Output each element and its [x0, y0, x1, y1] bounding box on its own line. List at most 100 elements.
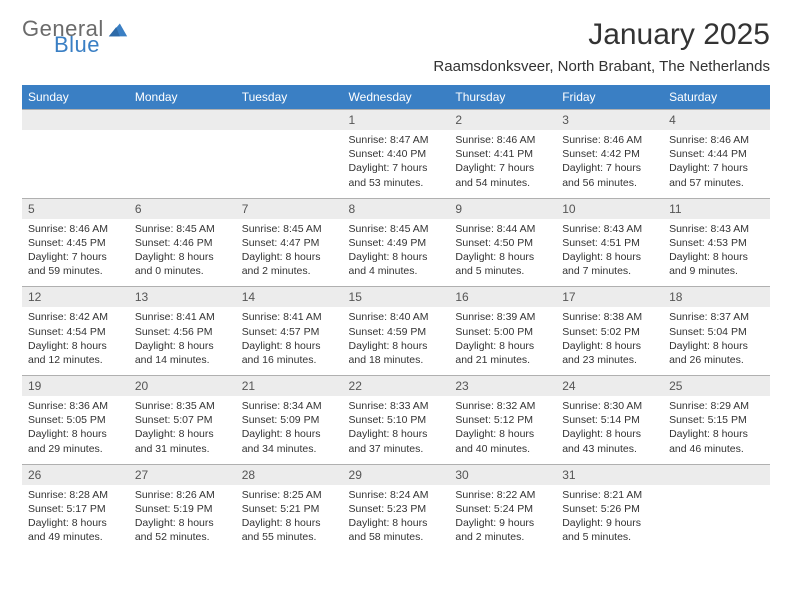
day-number — [236, 110, 343, 130]
daylight-text-2: and 49 minutes. — [28, 530, 123, 544]
sunset-text: Sunset: 4:53 PM — [669, 236, 764, 250]
day-cell: 10Sunrise: 8:43 AMSunset: 4:51 PMDayligh… — [556, 198, 663, 287]
day-cell: 12Sunrise: 8:42 AMSunset: 4:54 PMDayligh… — [22, 287, 129, 376]
daylight-text-2: and 0 minutes. — [135, 264, 230, 278]
sunset-text: Sunset: 5:14 PM — [562, 413, 657, 427]
day-cell — [129, 110, 236, 199]
day-body: Sunrise: 8:42 AMSunset: 4:54 PMDaylight:… — [22, 307, 129, 375]
day-header-wednesday: Wednesday — [343, 85, 450, 110]
day-body: Sunrise: 8:46 AMSunset: 4:45 PMDaylight:… — [22, 219, 129, 287]
sunset-text: Sunset: 4:57 PM — [242, 325, 337, 339]
day-body: Sunrise: 8:21 AMSunset: 5:26 PMDaylight:… — [556, 485, 663, 553]
sunset-text: Sunset: 4:49 PM — [349, 236, 444, 250]
daylight-text-1: Daylight: 8 hours — [349, 250, 444, 264]
sunset-text: Sunset: 4:45 PM — [28, 236, 123, 250]
day-number: 7 — [236, 199, 343, 219]
day-body: Sunrise: 8:43 AMSunset: 4:53 PMDaylight:… — [663, 219, 770, 287]
day-body: Sunrise: 8:38 AMSunset: 5:02 PMDaylight:… — [556, 307, 663, 375]
daylight-text-2: and 53 minutes. — [349, 176, 444, 190]
daylight-text-2: and 37 minutes. — [349, 442, 444, 456]
month-title: January 2025 — [433, 18, 770, 52]
day-number: 28 — [236, 465, 343, 485]
week-row: 26Sunrise: 8:28 AMSunset: 5:17 PMDayligh… — [22, 464, 770, 552]
day-body — [236, 130, 343, 196]
day-number: 8 — [343, 199, 450, 219]
daylight-text-1: Daylight: 8 hours — [349, 516, 444, 530]
day-cell: 29Sunrise: 8:24 AMSunset: 5:23 PMDayligh… — [343, 464, 450, 552]
daylight-text-2: and 55 minutes. — [242, 530, 337, 544]
title-block: January 2025 Raamsdonksveer, North Braba… — [433, 18, 770, 75]
day-body: Sunrise: 8:22 AMSunset: 5:24 PMDaylight:… — [449, 485, 556, 553]
day-cell: 31Sunrise: 8:21 AMSunset: 5:26 PMDayligh… — [556, 464, 663, 552]
daylight-text-1: Daylight: 8 hours — [28, 427, 123, 441]
day-number — [663, 465, 770, 485]
day-body: Sunrise: 8:45 AMSunset: 4:49 PMDaylight:… — [343, 219, 450, 287]
daylight-text-1: Daylight: 8 hours — [562, 427, 657, 441]
day-number: 12 — [22, 287, 129, 307]
daylight-text-2: and 23 minutes. — [562, 353, 657, 367]
sunrise-text: Sunrise: 8:29 AM — [669, 399, 764, 413]
daylight-text-1: Daylight: 7 hours — [28, 250, 123, 264]
daylight-text-1: Daylight: 8 hours — [455, 250, 550, 264]
day-body: Sunrise: 8:46 AMSunset: 4:44 PMDaylight:… — [663, 130, 770, 198]
day-cell: 28Sunrise: 8:25 AMSunset: 5:21 PMDayligh… — [236, 464, 343, 552]
day-header-monday: Monday — [129, 85, 236, 110]
daylight-text-2: and 14 minutes. — [135, 353, 230, 367]
daylight-text-2: and 29 minutes. — [28, 442, 123, 456]
daylight-text-1: Daylight: 8 hours — [242, 427, 337, 441]
sunrise-text: Sunrise: 8:28 AM — [28, 488, 123, 502]
day-number: 22 — [343, 376, 450, 396]
day-header-saturday: Saturday — [663, 85, 770, 110]
sunset-text: Sunset: 5:23 PM — [349, 502, 444, 516]
sunset-text: Sunset: 5:02 PM — [562, 325, 657, 339]
sunset-text: Sunset: 4:56 PM — [135, 325, 230, 339]
sunset-text: Sunset: 4:54 PM — [28, 325, 123, 339]
daylight-text-1: Daylight: 7 hours — [455, 161, 550, 175]
day-cell: 7Sunrise: 8:45 AMSunset: 4:47 PMDaylight… — [236, 198, 343, 287]
sunset-text: Sunset: 5:12 PM — [455, 413, 550, 427]
sunset-text: Sunset: 4:41 PM — [455, 147, 550, 161]
day-number: 23 — [449, 376, 556, 396]
daylight-text-1: Daylight: 7 hours — [669, 161, 764, 175]
sunrise-text: Sunrise: 8:30 AM — [562, 399, 657, 413]
sunrise-text: Sunrise: 8:45 AM — [135, 222, 230, 236]
daylight-text-2: and 2 minutes. — [455, 530, 550, 544]
day-number: 14 — [236, 287, 343, 307]
daylight-text-1: Daylight: 8 hours — [562, 339, 657, 353]
day-number — [22, 110, 129, 130]
daylight-text-2: and 18 minutes. — [349, 353, 444, 367]
logo: General Blue — [22, 18, 129, 56]
day-cell: 21Sunrise: 8:34 AMSunset: 5:09 PMDayligh… — [236, 376, 343, 465]
daylight-text-2: and 46 minutes. — [669, 442, 764, 456]
day-cell: 19Sunrise: 8:36 AMSunset: 5:05 PMDayligh… — [22, 376, 129, 465]
day-cell: 25Sunrise: 8:29 AMSunset: 5:15 PMDayligh… — [663, 376, 770, 465]
sunset-text: Sunset: 5:05 PM — [28, 413, 123, 427]
daylight-text-1: Daylight: 8 hours — [135, 339, 230, 353]
daylight-text-1: Daylight: 8 hours — [242, 516, 337, 530]
sunset-text: Sunset: 5:21 PM — [242, 502, 337, 516]
day-number: 16 — [449, 287, 556, 307]
daylight-text-2: and 56 minutes. — [562, 176, 657, 190]
day-body: Sunrise: 8:26 AMSunset: 5:19 PMDaylight:… — [129, 485, 236, 553]
day-number: 31 — [556, 465, 663, 485]
day-number: 30 — [449, 465, 556, 485]
day-body — [129, 130, 236, 196]
daylight-text-2: and 43 minutes. — [562, 442, 657, 456]
sunset-text: Sunset: 4:40 PM — [349, 147, 444, 161]
day-body: Sunrise: 8:36 AMSunset: 5:05 PMDaylight:… — [22, 396, 129, 464]
sunset-text: Sunset: 5:24 PM — [455, 502, 550, 516]
sunset-text: Sunset: 4:46 PM — [135, 236, 230, 250]
daylight-text-2: and 4 minutes. — [349, 264, 444, 278]
daylight-text-2: and 54 minutes. — [455, 176, 550, 190]
daylight-text-1: Daylight: 8 hours — [135, 250, 230, 264]
day-number: 6 — [129, 199, 236, 219]
day-number: 3 — [556, 110, 663, 130]
sunrise-text: Sunrise: 8:40 AM — [349, 310, 444, 324]
day-header-friday: Friday — [556, 85, 663, 110]
sunrise-text: Sunrise: 8:39 AM — [455, 310, 550, 324]
day-number: 29 — [343, 465, 450, 485]
day-cell: 14Sunrise: 8:41 AMSunset: 4:57 PMDayligh… — [236, 287, 343, 376]
sunset-text: Sunset: 5:19 PM — [135, 502, 230, 516]
daylight-text-1: Daylight: 8 hours — [455, 339, 550, 353]
daylight-text-2: and 52 minutes. — [135, 530, 230, 544]
